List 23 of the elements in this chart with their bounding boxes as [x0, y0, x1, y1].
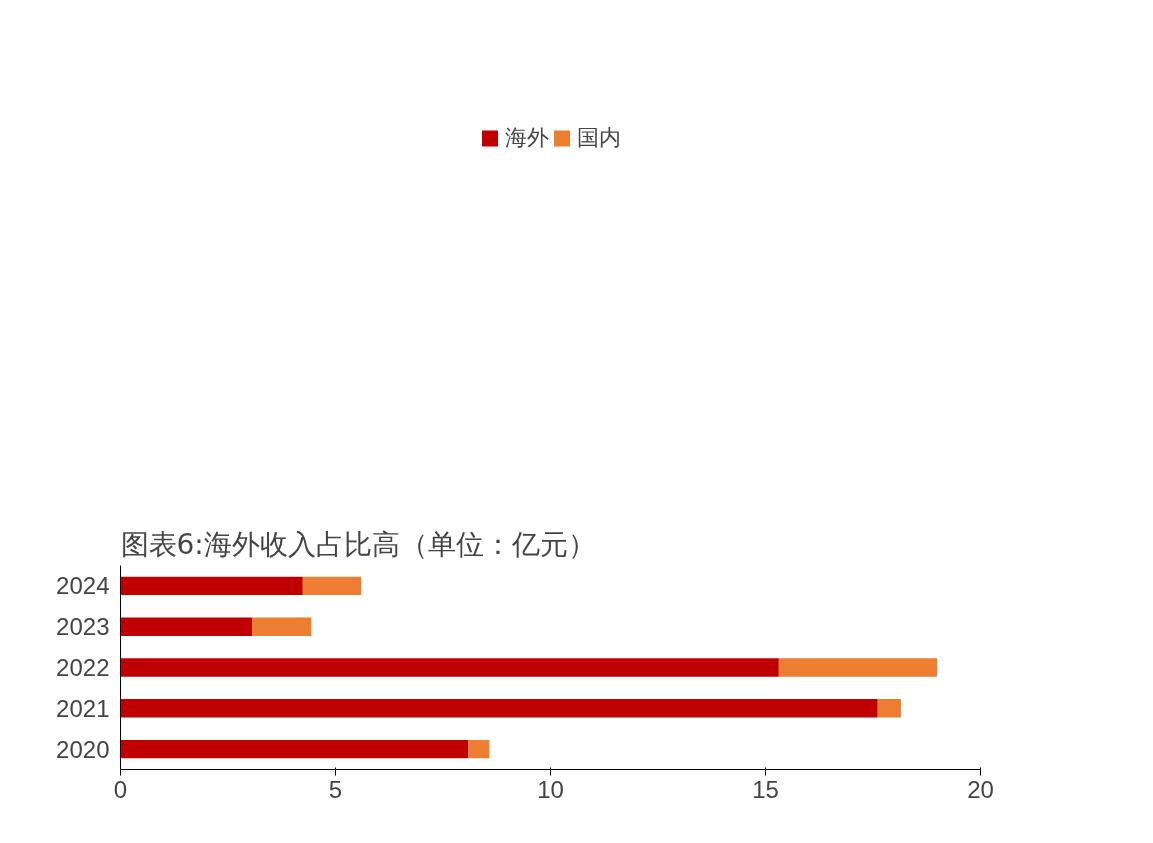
y-tick-label: 2022 [56, 654, 110, 681]
bar [778, 658, 938, 677]
bar [252, 617, 312, 636]
bar [120, 576, 303, 596]
legend-label: 海外 [504, 123, 549, 152]
bar [120, 658, 779, 677]
x-tick-label: 5 [328, 775, 343, 803]
bar [120, 617, 253, 636]
y-tick-label: 2023 [56, 613, 110, 641]
x-tick-label: 15 [752, 775, 779, 803]
legend-label: 国内 [576, 123, 621, 152]
bar [877, 699, 901, 718]
chart-title: 图表6:海外收入占比高（单位：亿元） [120, 527, 596, 561]
bar [302, 576, 362, 596]
bar [120, 699, 878, 718]
bar [120, 739, 469, 759]
y-tick-label: 2021 [56, 694, 110, 722]
x-tick-label: 20 [967, 775, 994, 803]
y-tick-label: 2024 [56, 572, 110, 600]
y-tick-label: 2020 [56, 735, 110, 763]
bar [468, 739, 490, 759]
x-tick-label: 10 [537, 775, 564, 803]
x-tick-label: 0 [113, 775, 128, 803]
